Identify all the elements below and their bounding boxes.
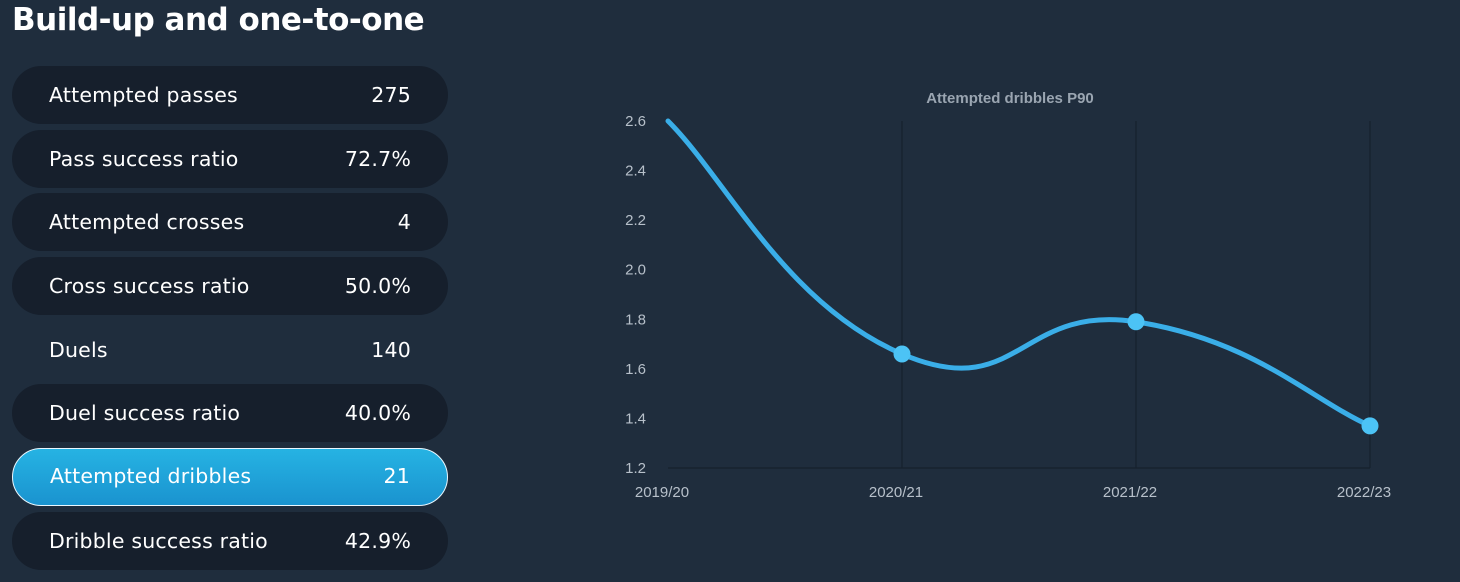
stat-row-duel-success-ratio[interactable]: Duel success ratio 40.0% bbox=[12, 384, 448, 443]
stat-label: Duel success ratio bbox=[49, 401, 241, 426]
stat-value: 21 bbox=[383, 464, 410, 489]
y-tick-label: 1.8 bbox=[625, 311, 646, 328]
section-title: Build-up and one-to-one bbox=[12, 2, 425, 38]
stat-row-attempted-passes[interactable]: Attempted passes 275 bbox=[12, 66, 448, 124]
stat-label: Duels bbox=[49, 337, 108, 362]
data-point[interactable] bbox=[1361, 417, 1379, 435]
stat-row-pass-success-ratio[interactable]: Pass success ratio 72.7% bbox=[12, 129, 448, 188]
x-tick-label: 2019/20 bbox=[635, 484, 689, 501]
y-axis: 1.2 1.4 1.6 1.8 2.0 2.2 2.4 2.6 bbox=[625, 113, 646, 477]
series-line bbox=[665, 118, 1373, 429]
stat-label: Dribble success ratio bbox=[49, 528, 268, 553]
chart-canvas: Attempted dribbles P90 1.2 1.4 1.6 1.8 2.0 2.… bbox=[625, 90, 1391, 501]
stat-value: 275 bbox=[371, 83, 411, 107]
stat-value: 72.7% bbox=[344, 146, 411, 171]
chart-grid bbox=[668, 121, 1371, 469]
stat-value: 40.0% bbox=[344, 401, 411, 426]
y-tick-label: 2.0 bbox=[625, 262, 646, 279]
stats-list: Attempted passes 275 Pass success ratio … bbox=[12, 66, 448, 576]
stat-row-dribble-success-ratio[interactable]: Dribble success ratio 42.9% bbox=[12, 511, 448, 570]
stat-value: 4 bbox=[397, 210, 411, 235]
chart-title: Attempted dribbles P90 bbox=[926, 90, 1094, 107]
stat-row-attempted-crosses[interactable]: Attempted crosses 4 bbox=[12, 193, 448, 252]
stat-row-cross-success-ratio[interactable]: Cross success ratio 50.0% bbox=[12, 257, 448, 316]
stat-value: 42.9% bbox=[344, 528, 411, 553]
y-tick-label: 2.4 bbox=[625, 163, 646, 180]
stat-row-duels[interactable]: Duels 140 bbox=[12, 321, 448, 379]
stat-label: Pass success ratio bbox=[49, 146, 239, 171]
y-tick-label: 2.6 bbox=[625, 113, 646, 130]
x-tick-label: 2020/21 bbox=[869, 484, 923, 501]
x-tick-label: 2021/22 bbox=[1103, 484, 1157, 501]
x-tick-label: 2022/23 bbox=[1337, 484, 1391, 501]
y-tick-label: 1.2 bbox=[625, 460, 646, 477]
data-point[interactable] bbox=[1127, 313, 1145, 331]
y-tick-label: 2.2 bbox=[625, 212, 646, 229]
stat-label: Attempted crosses bbox=[49, 210, 245, 235]
stat-value: 140 bbox=[371, 337, 411, 362]
data-point[interactable] bbox=[893, 345, 911, 363]
y-tick-label: 1.6 bbox=[625, 361, 646, 378]
stat-value: 50.0% bbox=[344, 274, 411, 299]
line-chart: Attempted dribbles P90 1.2 1.4 1.6 1.8 2.0 2.… bbox=[600, 80, 1420, 510]
data-points bbox=[893, 313, 1379, 435]
y-tick-label: 1.4 bbox=[625, 410, 646, 427]
x-axis: 2019/20 2020/21 2021/22 2022/23 bbox=[635, 484, 1391, 501]
stat-label: Attempted passes bbox=[49, 83, 238, 107]
stat-label: Cross success ratio bbox=[49, 274, 250, 299]
stat-label: Attempted dribbles bbox=[50, 464, 252, 489]
stat-row-attempted-dribbles[interactable]: Attempted dribbles 21 bbox=[12, 448, 448, 507]
